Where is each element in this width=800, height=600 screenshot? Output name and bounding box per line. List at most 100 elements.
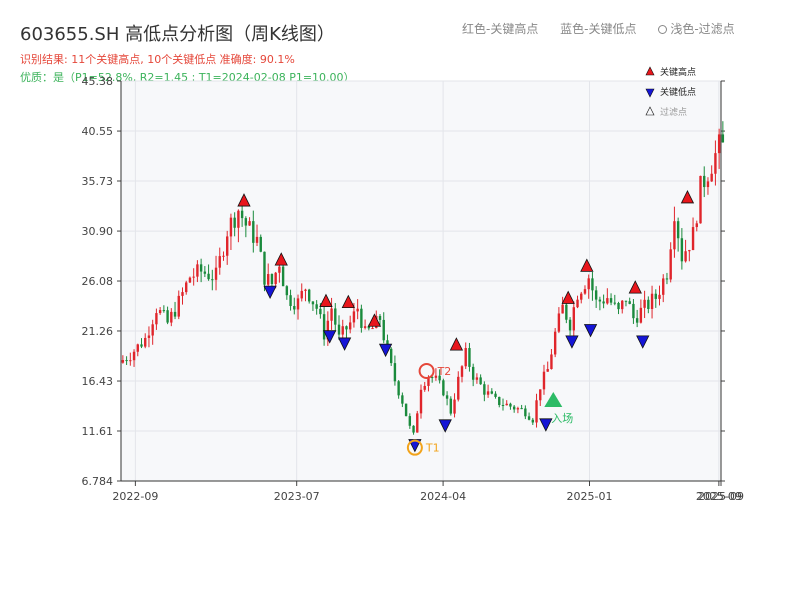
- candle-body: [334, 308, 337, 325]
- candle-body: [550, 354, 553, 370]
- candle-body: [580, 293, 583, 300]
- entry-label: 入场: [551, 411, 573, 425]
- candle-body: [140, 344, 143, 347]
- candle-body: [498, 396, 501, 406]
- candle-body: [285, 286, 289, 296]
- candle-body: [170, 311, 173, 323]
- candle-body: [162, 310, 166, 312]
- candle-body: [278, 266, 281, 273]
- candle-body: [356, 308, 359, 312]
- candle-body: [252, 221, 255, 243]
- candle-body: [311, 301, 315, 305]
- candle-body: [602, 301, 605, 304]
- candle-body: [416, 413, 419, 433]
- candle-body: [486, 391, 490, 395]
- candle-body: [263, 251, 266, 285]
- candle-body: [639, 307, 643, 323]
- candle-body: [393, 363, 397, 382]
- candle-body: [527, 416, 531, 420]
- candle-body: [714, 153, 717, 174]
- candle-body: [337, 324, 341, 335]
- candle-body: [673, 221, 676, 250]
- candle-body: [315, 304, 318, 309]
- candle-body: [158, 310, 162, 314]
- candle-body: [617, 302, 620, 310]
- key-high-marker: [449, 337, 464, 351]
- entry-marker: [544, 392, 563, 408]
- candle-body: [710, 173, 713, 182]
- candle-body: [304, 289, 307, 291]
- candle-body: [132, 351, 136, 361]
- t1-marker: [406, 439, 423, 456]
- candle-body: [516, 408, 520, 410]
- candle-body: [199, 264, 203, 272]
- candle-body: [319, 308, 322, 315]
- legend-high-icon: [645, 66, 655, 76]
- x-tick-label: 2023-07: [274, 490, 320, 503]
- candle-body: [207, 273, 210, 280]
- candle-body: [389, 348, 393, 364]
- key-low-marker: [438, 419, 452, 433]
- candle-body: [654, 293, 657, 299]
- candle-body: [624, 300, 628, 302]
- candle-body: [643, 299, 646, 308]
- candle-body: [211, 279, 214, 281]
- candle-body: [695, 223, 698, 228]
- candle-body: [464, 348, 467, 367]
- candle-body: [233, 217, 236, 228]
- top-legend: 红色-关键高点 蓝色-关键低点 浅色-过滤点: [462, 20, 753, 37]
- y-tick-label: 6.784: [82, 475, 114, 488]
- candle-body: [658, 294, 661, 299]
- candle-body: [676, 221, 680, 239]
- candle-body: [583, 289, 587, 294]
- key-low-marker: [323, 330, 337, 344]
- y-tick-label: 35.73: [82, 175, 114, 188]
- candle-body: [438, 375, 441, 381]
- candle-body: [401, 395, 404, 404]
- key-low-marker: [565, 335, 579, 349]
- key-low-marker: [337, 337, 352, 351]
- candle-body: [542, 371, 546, 390]
- candle-body: [237, 210, 240, 228]
- candle-body: [267, 274, 270, 285]
- y-tick-label: 30.90: [82, 225, 114, 238]
- x-tick-label: 2025-09: [696, 490, 742, 503]
- candle-body: [557, 313, 561, 332]
- result-summary: 识别结果: 11个关键高点, 10个关键低点 准确度: 90.1%: [20, 53, 295, 66]
- candle-body: [594, 290, 598, 300]
- candle-body: [606, 298, 609, 304]
- candle-body: [662, 278, 665, 295]
- key-low-marker: [539, 418, 553, 432]
- candle-body: [136, 344, 139, 352]
- key-low-marker: [583, 324, 598, 338]
- key-high-marker: [628, 280, 642, 294]
- candle-body: [259, 236, 262, 252]
- candle-body: [650, 293, 654, 309]
- candle-body: [561, 304, 564, 314]
- candle-body: [688, 250, 691, 252]
- candle-body: [330, 308, 333, 321]
- candle-body: [371, 328, 374, 330]
- candle-body: [591, 278, 594, 291]
- candle-body: [531, 419, 535, 423]
- candle-body: [501, 405, 505, 407]
- candle-body: [483, 384, 486, 395]
- candle-body: [203, 271, 207, 274]
- y-tick-label: 21.26: [82, 325, 114, 338]
- candle-body: [535, 400, 538, 423]
- candle-body: [144, 337, 147, 347]
- candle-body: [512, 406, 516, 410]
- candle-body: [352, 311, 356, 323]
- x-tick-label: 2025-09: [698, 490, 744, 503]
- candle-body: [665, 278, 669, 280]
- candle-body: [572, 307, 575, 331]
- candle-body: [587, 278, 590, 290]
- key-low-marker: [636, 335, 650, 349]
- candle-body: [382, 319, 385, 341]
- hollow-circle-icon: [658, 25, 668, 34]
- candle-body: [717, 134, 721, 154]
- candle-body: [214, 267, 218, 280]
- candle-body: [188, 277, 192, 283]
